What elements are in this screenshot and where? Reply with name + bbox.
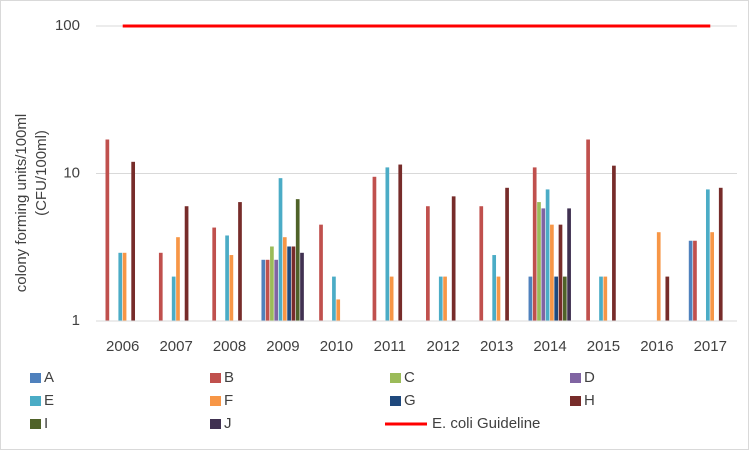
legend-label: E. coli Guideline bbox=[432, 415, 540, 432]
bar bbox=[270, 246, 274, 321]
bar bbox=[291, 246, 296, 321]
legend-label: G bbox=[404, 392, 416, 409]
x-tick-label: 2008 bbox=[213, 338, 246, 355]
bar bbox=[492, 255, 497, 321]
bar bbox=[385, 167, 390, 321]
x-tick-label: 2015 bbox=[587, 338, 620, 355]
bar bbox=[537, 202, 541, 321]
legend-label: J bbox=[224, 415, 232, 432]
bar bbox=[118, 252, 123, 321]
legend-label: I bbox=[44, 415, 48, 432]
bar bbox=[176, 237, 180, 321]
bar bbox=[238, 202, 242, 321]
bar bbox=[158, 252, 163, 321]
legend-swatch bbox=[210, 419, 221, 429]
bar bbox=[451, 196, 456, 321]
legend-label: C bbox=[404, 369, 415, 386]
y-axis-title: (CFU/100ml) bbox=[33, 130, 50, 216]
bar bbox=[528, 276, 533, 321]
x-tick-label: 2007 bbox=[159, 338, 192, 355]
bar bbox=[586, 139, 590, 321]
legend-label: D bbox=[584, 369, 595, 386]
bar bbox=[184, 206, 189, 321]
bar bbox=[599, 276, 603, 321]
bar bbox=[122, 252, 127, 321]
legend-swatch bbox=[570, 396, 581, 406]
bar bbox=[558, 224, 563, 321]
legend-label: A bbox=[44, 369, 54, 386]
bar bbox=[656, 232, 661, 321]
bar bbox=[336, 299, 341, 321]
x-tick-label: 2006 bbox=[106, 338, 139, 355]
bar bbox=[171, 276, 176, 321]
y-tick-label: 100 bbox=[55, 17, 80, 34]
legend-swatch bbox=[570, 373, 581, 383]
bar bbox=[274, 259, 279, 321]
x-tick-label: 2011 bbox=[374, 338, 406, 355]
bar bbox=[426, 206, 430, 321]
bar bbox=[562, 276, 567, 321]
bar bbox=[718, 187, 723, 321]
y-axis-title: colony forming units/100ml bbox=[13, 114, 30, 292]
legend-label: E bbox=[44, 392, 54, 409]
x-tick-label: 2017 bbox=[694, 338, 727, 355]
legend-swatch bbox=[30, 373, 41, 383]
x-tick-label: 2010 bbox=[320, 338, 353, 355]
legend-label: F bbox=[224, 392, 233, 409]
bar bbox=[479, 206, 484, 321]
bar bbox=[332, 276, 336, 321]
bar bbox=[693, 240, 697, 321]
x-tick-label: 2016 bbox=[640, 338, 673, 355]
bar bbox=[398, 164, 403, 321]
legend-swatch bbox=[390, 396, 401, 406]
bar bbox=[541, 208, 546, 321]
x-tick-label: 2012 bbox=[427, 338, 460, 355]
legend-label: H bbox=[584, 392, 595, 409]
y-tick-label: 10 bbox=[63, 164, 80, 181]
bar bbox=[229, 255, 234, 321]
bar bbox=[265, 259, 270, 321]
bar bbox=[567, 208, 571, 321]
bar bbox=[443, 276, 447, 321]
x-tick-label: 2014 bbox=[533, 338, 566, 355]
x-tick-label: 2009 bbox=[266, 338, 299, 355]
legend-swatch bbox=[390, 373, 401, 383]
bar bbox=[278, 178, 283, 321]
bar bbox=[295, 199, 300, 321]
bar bbox=[505, 187, 509, 321]
legend-swatch bbox=[30, 419, 41, 429]
bar bbox=[438, 276, 443, 321]
bar bbox=[545, 189, 550, 321]
bar bbox=[261, 259, 266, 321]
bar bbox=[372, 176, 377, 321]
bar bbox=[225, 235, 229, 321]
bar bbox=[710, 232, 714, 321]
bar bbox=[705, 189, 710, 321]
bar bbox=[554, 276, 559, 321]
legend-swatch bbox=[210, 373, 221, 383]
bar bbox=[287, 246, 291, 321]
bar bbox=[282, 237, 287, 321]
legend-label: B bbox=[224, 369, 234, 386]
bar bbox=[603, 276, 608, 321]
bar bbox=[496, 276, 501, 321]
bar bbox=[665, 276, 670, 321]
bar bbox=[319, 224, 323, 321]
bar bbox=[300, 252, 304, 321]
bar bbox=[131, 161, 136, 321]
bar bbox=[212, 227, 217, 321]
bar bbox=[688, 240, 693, 321]
bar bbox=[532, 167, 537, 321]
bar bbox=[105, 139, 110, 321]
bar bbox=[550, 224, 554, 321]
bar bbox=[389, 276, 394, 321]
legend-swatch bbox=[30, 396, 41, 406]
x-tick-label: 2013 bbox=[480, 338, 513, 355]
legend-swatch bbox=[210, 396, 221, 406]
bar bbox=[612, 165, 616, 321]
y-tick-label: 1 bbox=[72, 312, 80, 329]
